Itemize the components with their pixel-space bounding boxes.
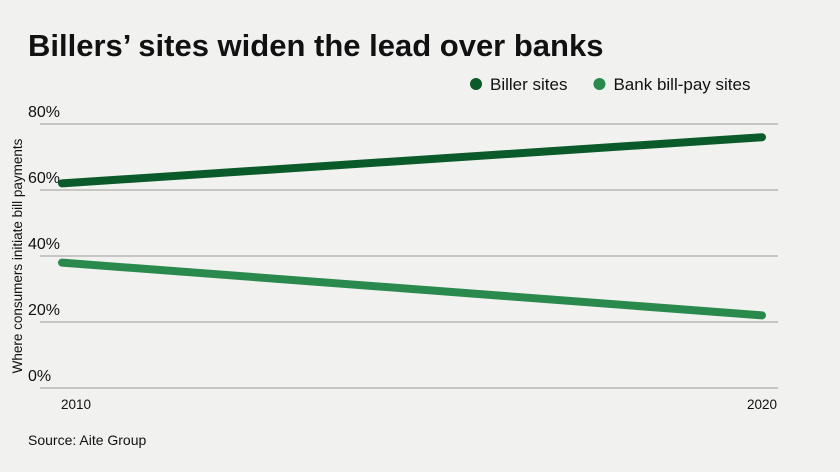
y-tick-label: 0% — [28, 368, 51, 385]
legend-label: Biller sites — [490, 75, 567, 94]
chart-title: Billers’ sites widen the lead over banks — [28, 28, 603, 63]
y-tick-label: 80% — [28, 104, 60, 121]
y-axis-label: Where consumers initiate bill payments — [10, 138, 25, 373]
legend-label: Bank bill-pay sites — [613, 75, 750, 94]
data-line — [58, 133, 766, 188]
x-tick-label: 2010 — [61, 397, 91, 412]
legend-marker — [470, 78, 482, 90]
data-line — [58, 258, 766, 320]
y-tick-label: 20% — [28, 302, 60, 319]
y-tick-label: 60% — [28, 170, 60, 187]
source-note: Source: Aite Group — [28, 432, 147, 448]
legend-marker — [593, 78, 606, 90]
y-tick-label: 40% — [28, 236, 60, 253]
x-tick-label: 2020 — [747, 397, 777, 412]
